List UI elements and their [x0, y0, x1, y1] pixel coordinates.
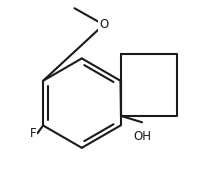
- Text: F: F: [30, 127, 36, 140]
- Text: OH: OH: [133, 130, 151, 143]
- Text: O: O: [99, 18, 108, 31]
